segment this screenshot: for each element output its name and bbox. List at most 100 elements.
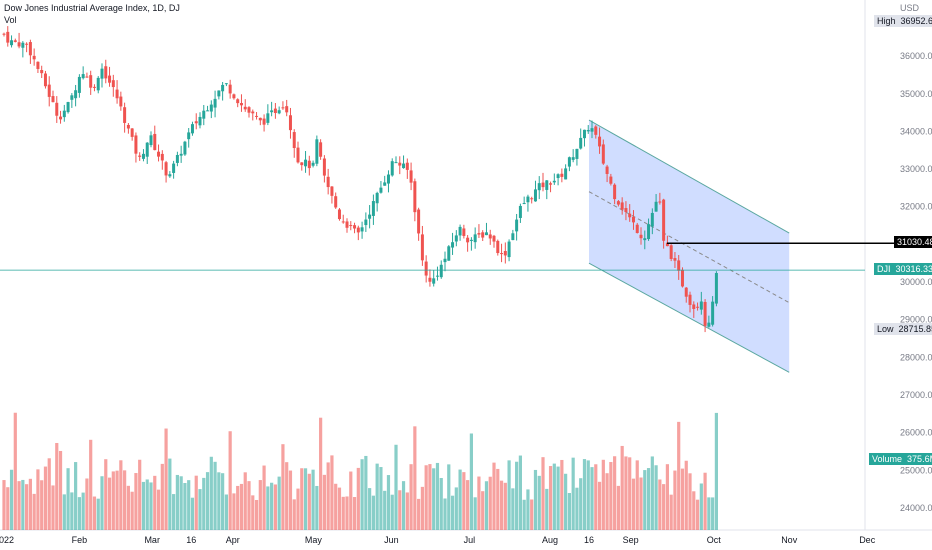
volume-bar [160,463,164,530]
candle-body [579,137,583,149]
volume-bar [530,499,534,530]
candle-body [379,187,383,193]
volume-bar [288,470,293,530]
volume-bar [277,476,281,530]
candle-body [582,129,586,139]
candle-body [405,162,409,170]
volume-bar [190,497,195,530]
volume-bar [503,482,507,530]
candle-body [522,203,526,205]
volume-bar [394,444,398,530]
volume-bar [571,457,575,530]
x-tick-label: 16 [186,535,196,545]
x-tick-label: 16 [584,535,594,545]
volume-bar [605,473,609,530]
candle-body [89,75,93,88]
volume-bar [194,475,198,530]
candle-body [108,75,112,83]
volume-bar [586,460,590,530]
volume-bar [635,460,639,530]
candle-body [32,55,36,60]
candle-body [123,107,127,123]
candle-body [341,221,345,223]
candle-body [232,94,236,99]
volume-bar [443,498,447,530]
candle-body [100,68,104,79]
candle-body [677,260,681,271]
volume-bar [270,482,274,530]
candle-body [451,242,455,248]
volume-bar [285,462,289,530]
candle-body [337,209,341,220]
volume-bar [526,489,530,530]
candle-body [217,90,221,97]
candle-body [549,183,553,185]
y-tick-label: 29000.00 [900,315,932,325]
volume-bar [43,466,48,530]
volume-bar [473,497,477,530]
candle-body [349,225,353,227]
candle-body [707,322,711,327]
volume-bar [341,496,345,530]
high-value: 36952.65 [900,16,932,26]
volume-bar [541,457,545,530]
candle-body [345,221,349,228]
candle-body [586,130,590,132]
volume-bar [13,412,17,530]
candle-body [658,201,662,203]
volume-bar [28,478,32,530]
volume-bar [511,488,515,530]
candle-body [243,106,247,110]
volume-bar [643,470,647,530]
candle-body [43,73,47,87]
volume-bar [567,493,571,530]
candle-body [270,110,274,113]
candle-body [300,162,304,166]
volume-bar [590,467,594,530]
volume-bar [40,480,44,530]
candle-body [481,232,485,238]
volume-bar [450,495,455,530]
volume-bar [383,490,387,530]
volume-marker-value: 375.6M [907,454,932,464]
candle-body [439,264,443,278]
volume-bar [537,475,541,530]
volume-bar [66,468,70,530]
volume-bar [639,477,643,530]
candle-body [484,232,488,236]
candle-body [6,31,10,43]
candle-body [601,144,605,164]
volume-bar [499,480,504,530]
volume-bar [435,462,440,530]
candle-body [390,161,394,176]
y-tick-label: 33000.00 [900,164,932,174]
volume-bar [130,491,134,530]
candle-body [492,235,496,242]
candle-body [36,61,40,69]
level-value: 31030.48 [897,237,932,247]
volume-bar [262,465,266,530]
candle-body [334,196,338,208]
candle-body [518,205,522,218]
candle-body [598,136,602,147]
currency-label: USD [900,3,920,13]
candle-body [247,107,251,113]
volume-bar [300,468,304,530]
candle-body [665,242,669,247]
x-tick-label: Jul [464,535,476,545]
volume-bar [228,431,232,530]
candle-body [458,226,462,236]
candle-body [183,141,187,155]
candle-body [424,261,428,276]
volume-bar [47,458,51,530]
volume-bar [89,439,93,530]
volume-bar [254,499,259,530]
candle-body [296,147,300,163]
candle-body [92,86,96,88]
candle-body [356,227,360,233]
volume-bar [466,480,470,530]
candle-body [59,116,63,120]
candle-body [119,96,123,107]
candle-body [488,234,492,239]
